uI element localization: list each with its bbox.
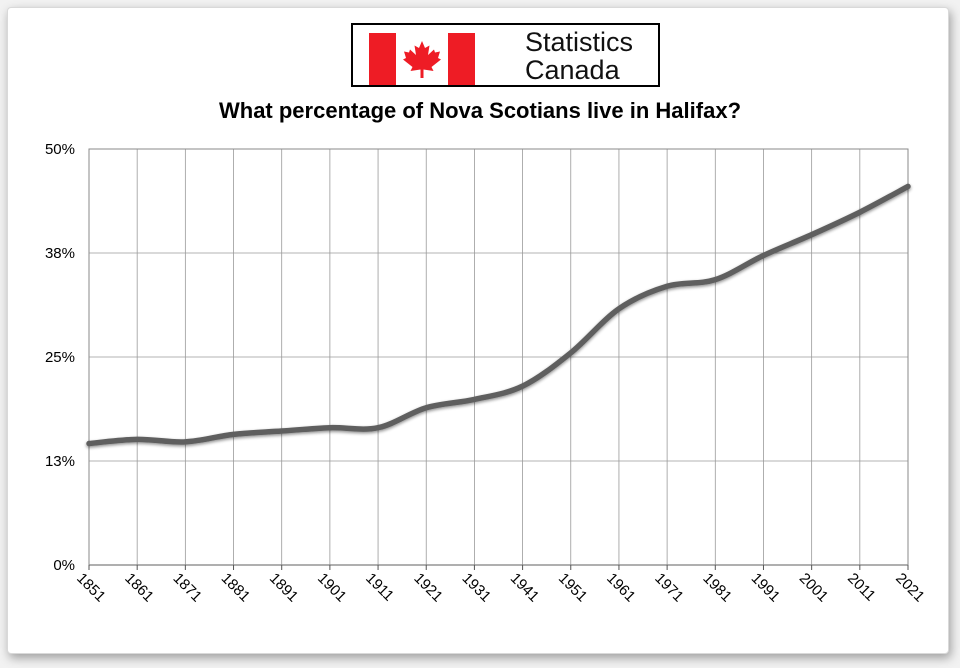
x-tick-label: 1871 bbox=[170, 570, 206, 606]
plot-area-frame bbox=[88, 148, 909, 566]
x-tick-label: 1981 bbox=[699, 570, 735, 606]
chart-grid bbox=[88, 148, 909, 566]
x-tick-label: 1961 bbox=[603, 570, 639, 606]
x-tick-label: 1851 bbox=[73, 570, 109, 606]
x-tick-label: 1911 bbox=[362, 570, 397, 605]
chart-card bbox=[7, 7, 949, 654]
x-tick-label: 2021 bbox=[892, 570, 928, 606]
x-tick-label: 2011 bbox=[844, 570, 879, 605]
logo-wordmark: Statistics Canada bbox=[525, 28, 633, 84]
x-tick-label: 1971 bbox=[651, 570, 687, 606]
y-tick-label: 13% bbox=[45, 453, 75, 470]
x-tick-label: 1891 bbox=[266, 570, 302, 606]
x-tick-label: 1881 bbox=[218, 570, 254, 606]
canada-flag-icon bbox=[369, 33, 475, 85]
x-tick-label: 1941 bbox=[507, 570, 543, 606]
x-axis-ticks: 1851 1861 1871 1881 1891 1901 1911 1921 1931 1941… bbox=[73, 565, 928, 605]
x-tick-label: 1991 bbox=[748, 570, 784, 606]
x-tick-label: 1951 bbox=[555, 570, 591, 606]
y-axis-ticks: 0% 13% 25% 38% 50% bbox=[45, 141, 75, 574]
y-tick-label: 0% bbox=[53, 557, 75, 574]
x-tick-label: 1921 bbox=[410, 570, 446, 606]
series-layer bbox=[86, 183, 911, 447]
logo-line-canada: Canada bbox=[525, 55, 620, 85]
logo-line-statistics: Statistics bbox=[525, 27, 634, 57]
chart-title: What percentage of Nova Scotians live in… bbox=[218, 98, 742, 123]
x-tick-label: 1861 bbox=[121, 570, 157, 606]
series-line bbox=[86, 183, 911, 447]
x-tick-label: 1931 bbox=[459, 570, 495, 606]
y-tick-label: 38% bbox=[45, 245, 75, 262]
statistics-canada-logo: Statistics Canada bbox=[351, 23, 660, 87]
y-tick-label: 50% bbox=[45, 141, 75, 158]
x-tick-label: 1901 bbox=[314, 570, 350, 606]
y-tick-label: 25% bbox=[45, 349, 75, 366]
x-tick-label: 2001 bbox=[796, 570, 832, 606]
